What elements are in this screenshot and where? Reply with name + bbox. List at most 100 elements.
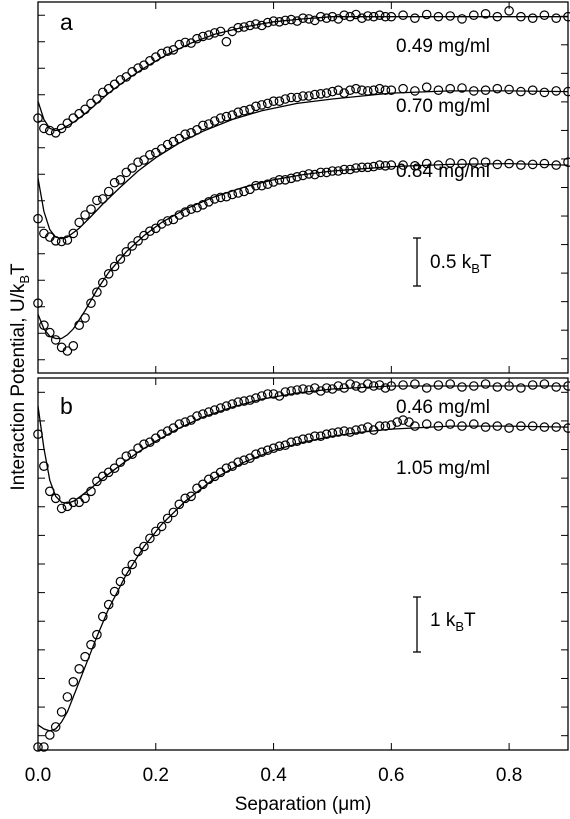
data-point [233, 22, 243, 33]
panel-a: a 0.49 mg/ml 0.70 mg/ml 0.84 mg/ml 0.5 k… [33, 1, 570, 374]
data-point [516, 86, 526, 97]
data-point [56, 123, 67, 134]
data-point [321, 167, 332, 178]
data-point [563, 381, 570, 391]
data-point [339, 426, 349, 436]
data-point [133, 63, 143, 73]
data-point [380, 85, 391, 95]
data-point [492, 83, 503, 94]
data-point [362, 86, 373, 96]
data-point [145, 533, 155, 544]
data-point [56, 236, 67, 247]
data-point [292, 172, 302, 182]
data-point [156, 48, 167, 59]
data-point [357, 13, 367, 24]
data-point [227, 399, 238, 409]
data-point [233, 188, 243, 198]
data-point [162, 513, 173, 524]
data-point [80, 104, 90, 115]
data-point [433, 160, 444, 170]
data-point [333, 381, 344, 391]
data-point [239, 396, 249, 406]
data-point [245, 395, 255, 405]
series-label-0-49: 0.49 mg/ml [396, 36, 490, 57]
data-point [298, 91, 308, 101]
data-point [539, 158, 550, 169]
data-point [286, 92, 296, 103]
data-point [357, 162, 367, 173]
data-point [386, 420, 397, 430]
panel-b-series-labels: 0.46 mg/ml 1.05 mg/ml [396, 397, 490, 479]
data-point [139, 541, 149, 552]
data-point [215, 403, 226, 413]
data-point [86, 486, 96, 497]
data-point [50, 493, 61, 504]
data-point [180, 129, 190, 139]
data-point [368, 161, 379, 172]
data-point [321, 13, 332, 24]
data-point [398, 380, 408, 390]
data-point [251, 101, 261, 112]
data-point [127, 241, 137, 251]
data-point [327, 428, 338, 438]
data-point [245, 104, 255, 115]
data-point [457, 14, 467, 24]
data-point [186, 491, 196, 502]
data-point [551, 86, 561, 96]
data-point [127, 163, 137, 173]
data-point [380, 421, 391, 431]
panel-a-series [33, 6, 570, 356]
data-point [62, 692, 73, 702]
data-point [480, 157, 491, 167]
data-point [162, 139, 173, 150]
data-point [121, 247, 132, 257]
data-point [457, 83, 467, 93]
data-point [280, 387, 291, 397]
data-point [480, 379, 491, 389]
panel-a-series-labels: 0.49 mg/ml 0.70 mg/ml 0.84 mg/ml [396, 36, 490, 182]
data-point [563, 157, 570, 167]
data-point [156, 521, 167, 532]
data-point [256, 20, 267, 31]
data-point [127, 559, 137, 570]
data-point [109, 261, 120, 272]
data-point [351, 163, 361, 173]
data-point [239, 186, 249, 197]
data-point [492, 159, 503, 170]
data-point [563, 86, 570, 97]
data-point [215, 113, 226, 123]
data-point [421, 82, 432, 92]
data-point [86, 98, 96, 109]
data-point [410, 379, 420, 389]
data-point [74, 217, 84, 228]
data-point [321, 88, 332, 98]
panel-b-series [33, 379, 570, 752]
data-point [339, 88, 349, 98]
panel-b-ticks [37, 378, 568, 750]
data-point [256, 391, 267, 401]
data-point [298, 434, 308, 444]
data-point [268, 16, 279, 26]
data-point [480, 85, 491, 95]
data-point [39, 320, 49, 330]
data-point [162, 426, 173, 436]
data-point [309, 431, 320, 441]
data-point [380, 161, 391, 171]
data-point [98, 277, 108, 288]
data-point [56, 707, 67, 717]
data-point [315, 386, 326, 396]
data-point [392, 417, 402, 427]
data-point [262, 17, 273, 28]
data-point [198, 120, 208, 131]
data-point [457, 158, 467, 169]
data-point [362, 162, 373, 173]
data-point [398, 415, 408, 425]
data-point [221, 36, 232, 47]
data-point [174, 210, 185, 220]
data-point [345, 85, 355, 95]
y-axis-label: Interaction Potential, U/kBT [8, 263, 32, 491]
data-point [286, 386, 296, 396]
data-point [251, 19, 261, 29]
data-point [103, 186, 114, 197]
data-point [374, 380, 385, 390]
